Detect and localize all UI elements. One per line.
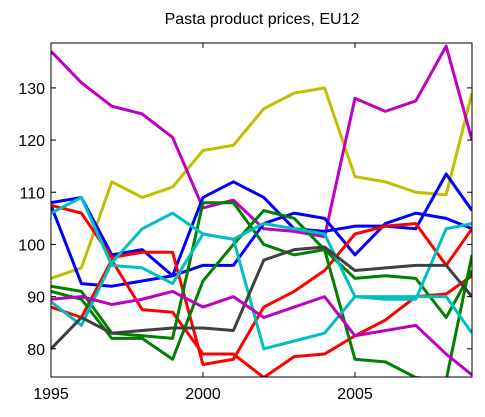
x-tick-label: 2005 <box>337 386 373 403</box>
x-tick-label: 2000 <box>185 386 221 403</box>
series-line <box>51 195 472 335</box>
x-tick-label: 1995 <box>33 386 69 403</box>
series-line <box>51 289 472 377</box>
y-tick-label: 100 <box>18 237 45 254</box>
series-line <box>51 211 472 351</box>
y-tick-label: 130 <box>18 81 45 98</box>
chart-title: Pasta product prices, EU12 <box>165 11 360 28</box>
y-tick-label: 120 <box>18 133 45 150</box>
series-line <box>51 258 472 377</box>
series-line <box>51 245 472 350</box>
y-tick-label: 80 <box>27 342 45 359</box>
series-line <box>51 44 472 239</box>
series-line <box>51 209 472 377</box>
plot-frame <box>50 42 473 378</box>
y-tick-label: 90 <box>27 290 45 307</box>
series-line <box>51 201 472 340</box>
y-tick-label: 110 <box>19 185 45 202</box>
series-line <box>51 203 472 366</box>
series-line <box>51 204 472 288</box>
series-line <box>51 86 472 280</box>
